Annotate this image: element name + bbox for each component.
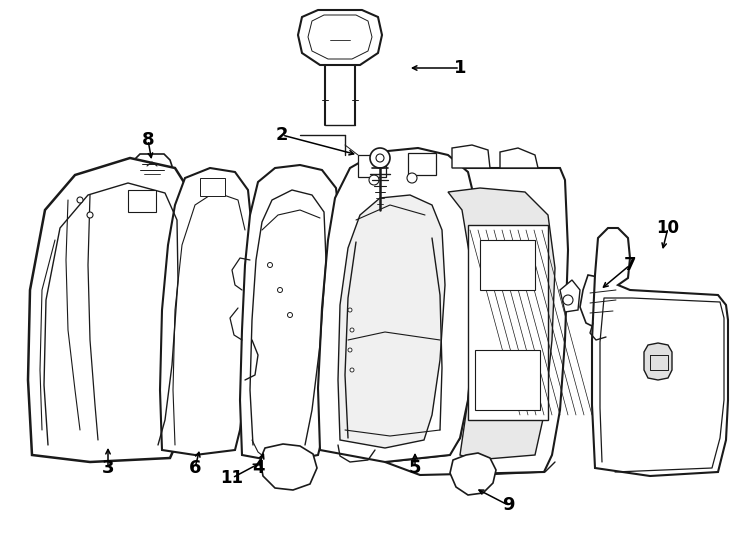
Polygon shape — [240, 165, 340, 462]
Circle shape — [274, 461, 284, 471]
Text: 9: 9 — [502, 496, 515, 514]
Text: 4: 4 — [252, 459, 264, 477]
Circle shape — [350, 328, 354, 332]
Circle shape — [267, 262, 272, 267]
Polygon shape — [644, 343, 672, 380]
Circle shape — [348, 308, 352, 312]
Text: 2: 2 — [276, 126, 288, 144]
Polygon shape — [28, 158, 195, 462]
Circle shape — [376, 154, 384, 162]
Polygon shape — [580, 275, 623, 330]
Circle shape — [348, 348, 352, 352]
Text: 5: 5 — [409, 459, 421, 477]
Polygon shape — [160, 168, 252, 455]
Circle shape — [563, 295, 573, 305]
Polygon shape — [298, 10, 382, 65]
Circle shape — [87, 212, 93, 218]
Polygon shape — [452, 145, 490, 168]
Polygon shape — [500, 148, 538, 168]
Polygon shape — [560, 280, 580, 312]
Circle shape — [277, 287, 283, 293]
Polygon shape — [450, 453, 496, 495]
Text: 11: 11 — [220, 469, 244, 487]
Bar — [468, 225, 548, 420]
Text: 8: 8 — [142, 131, 154, 149]
Polygon shape — [132, 154, 172, 180]
Circle shape — [288, 313, 293, 318]
Bar — [480, 240, 535, 290]
Text: 1: 1 — [454, 59, 466, 77]
Circle shape — [370, 148, 390, 168]
Text: 10: 10 — [656, 219, 680, 237]
Bar — [358, 155, 386, 177]
Circle shape — [292, 463, 302, 473]
Text: 3: 3 — [102, 459, 115, 477]
Polygon shape — [318, 148, 478, 462]
Bar — [128, 190, 156, 212]
Text: 7: 7 — [624, 256, 636, 274]
Bar — [408, 153, 436, 175]
Circle shape — [407, 173, 417, 183]
Polygon shape — [385, 168, 568, 475]
Text: 6: 6 — [189, 459, 201, 477]
Polygon shape — [260, 444, 317, 490]
Circle shape — [350, 368, 354, 372]
Bar — [475, 350, 540, 410]
Circle shape — [77, 197, 83, 203]
Polygon shape — [592, 228, 728, 476]
Polygon shape — [448, 188, 555, 460]
Circle shape — [369, 175, 379, 185]
Polygon shape — [338, 195, 445, 448]
Bar — [200, 178, 225, 196]
